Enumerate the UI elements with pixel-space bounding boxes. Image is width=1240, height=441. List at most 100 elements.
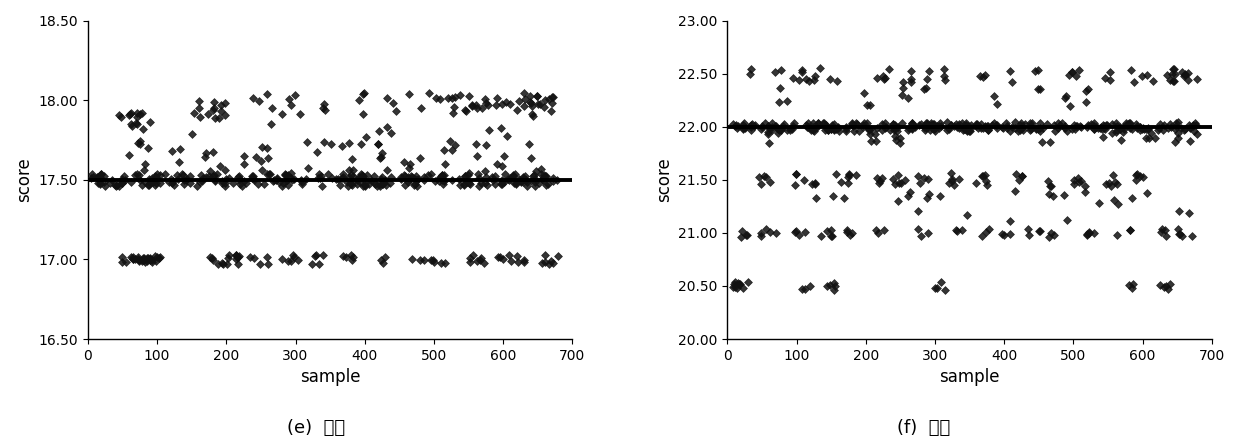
- Point: [1167, 120, 1187, 127]
- Point: [1158, 285, 1178, 292]
- Point: [215, 179, 234, 187]
- Point: [94, 178, 114, 185]
- Point: [138, 182, 157, 189]
- Point: [87, 173, 107, 180]
- Point: [1021, 125, 1040, 132]
- Point: [766, 230, 786, 237]
- Point: [807, 123, 827, 130]
- Point: [985, 119, 1004, 126]
- Point: [207, 170, 227, 177]
- Point: [343, 172, 363, 179]
- Point: [288, 256, 308, 263]
- Point: [1130, 127, 1149, 134]
- Point: [485, 172, 505, 179]
- Point: [1151, 228, 1171, 235]
- Point: [89, 176, 109, 183]
- Point: [248, 180, 268, 187]
- Point: [88, 173, 108, 180]
- Point: [133, 257, 153, 264]
- Point: [1149, 282, 1169, 289]
- Point: [272, 182, 291, 189]
- Point: [145, 253, 165, 260]
- Point: [910, 232, 930, 239]
- Point: [919, 67, 939, 75]
- Point: [492, 101, 512, 108]
- Point: [1123, 280, 1143, 288]
- Point: [135, 160, 155, 167]
- Point: [455, 173, 475, 180]
- Point: [498, 175, 518, 182]
- Point: [918, 194, 937, 202]
- Point: [1095, 75, 1115, 82]
- Point: [1075, 189, 1095, 196]
- Point: [485, 181, 505, 188]
- Point: [977, 127, 997, 134]
- Point: [497, 132, 517, 139]
- Point: [301, 260, 321, 267]
- Point: [435, 260, 455, 267]
- Point: [247, 153, 267, 160]
- Point: [507, 258, 527, 265]
- Point: [425, 177, 445, 184]
- Point: [1127, 123, 1147, 130]
- Point: [188, 98, 208, 105]
- Point: [162, 180, 182, 187]
- Point: [435, 161, 455, 168]
- Point: [905, 124, 925, 131]
- Point: [975, 172, 994, 179]
- Point: [858, 125, 878, 132]
- Point: [140, 179, 160, 187]
- Point: [441, 94, 461, 101]
- Point: [372, 181, 392, 188]
- Point: [738, 279, 758, 286]
- Point: [414, 173, 434, 180]
- Point: [883, 175, 903, 182]
- Point: [492, 179, 512, 186]
- Point: [371, 176, 391, 183]
- Point: [398, 179, 418, 186]
- Point: [1180, 124, 1200, 131]
- Point: [873, 72, 893, 79]
- Point: [309, 261, 329, 268]
- Point: [433, 171, 453, 178]
- Point: [1156, 283, 1176, 290]
- Point: [458, 179, 477, 186]
- Point: [1176, 125, 1195, 132]
- Point: [475, 179, 495, 186]
- Point: [1040, 183, 1060, 190]
- Point: [474, 260, 494, 267]
- Point: [1028, 125, 1048, 132]
- Point: [823, 192, 843, 199]
- Point: [1169, 207, 1189, 214]
- Point: [196, 174, 216, 181]
- Point: [454, 181, 474, 188]
- Point: [520, 140, 539, 147]
- Point: [733, 284, 753, 291]
- Point: [1137, 125, 1157, 132]
- Point: [342, 256, 362, 263]
- Point: [405, 176, 425, 183]
- Point: [872, 121, 892, 128]
- Point: [751, 125, 771, 132]
- Point: [503, 173, 523, 180]
- Point: [755, 174, 775, 181]
- Point: [1126, 171, 1146, 178]
- Point: [1131, 124, 1151, 131]
- Point: [490, 254, 510, 261]
- Point: [470, 257, 490, 264]
- Point: [770, 85, 790, 92]
- Point: [972, 233, 992, 240]
- X-axis label: sample: sample: [300, 368, 361, 386]
- Point: [460, 93, 480, 100]
- Point: [821, 226, 841, 233]
- Point: [1096, 181, 1116, 188]
- Point: [198, 111, 218, 118]
- Point: [342, 166, 362, 173]
- Point: [1084, 120, 1104, 127]
- Point: [129, 140, 149, 147]
- Point: [883, 120, 903, 127]
- Point: [825, 282, 844, 289]
- Point: [1174, 126, 1194, 133]
- Point: [408, 177, 428, 184]
- Point: [1064, 181, 1084, 188]
